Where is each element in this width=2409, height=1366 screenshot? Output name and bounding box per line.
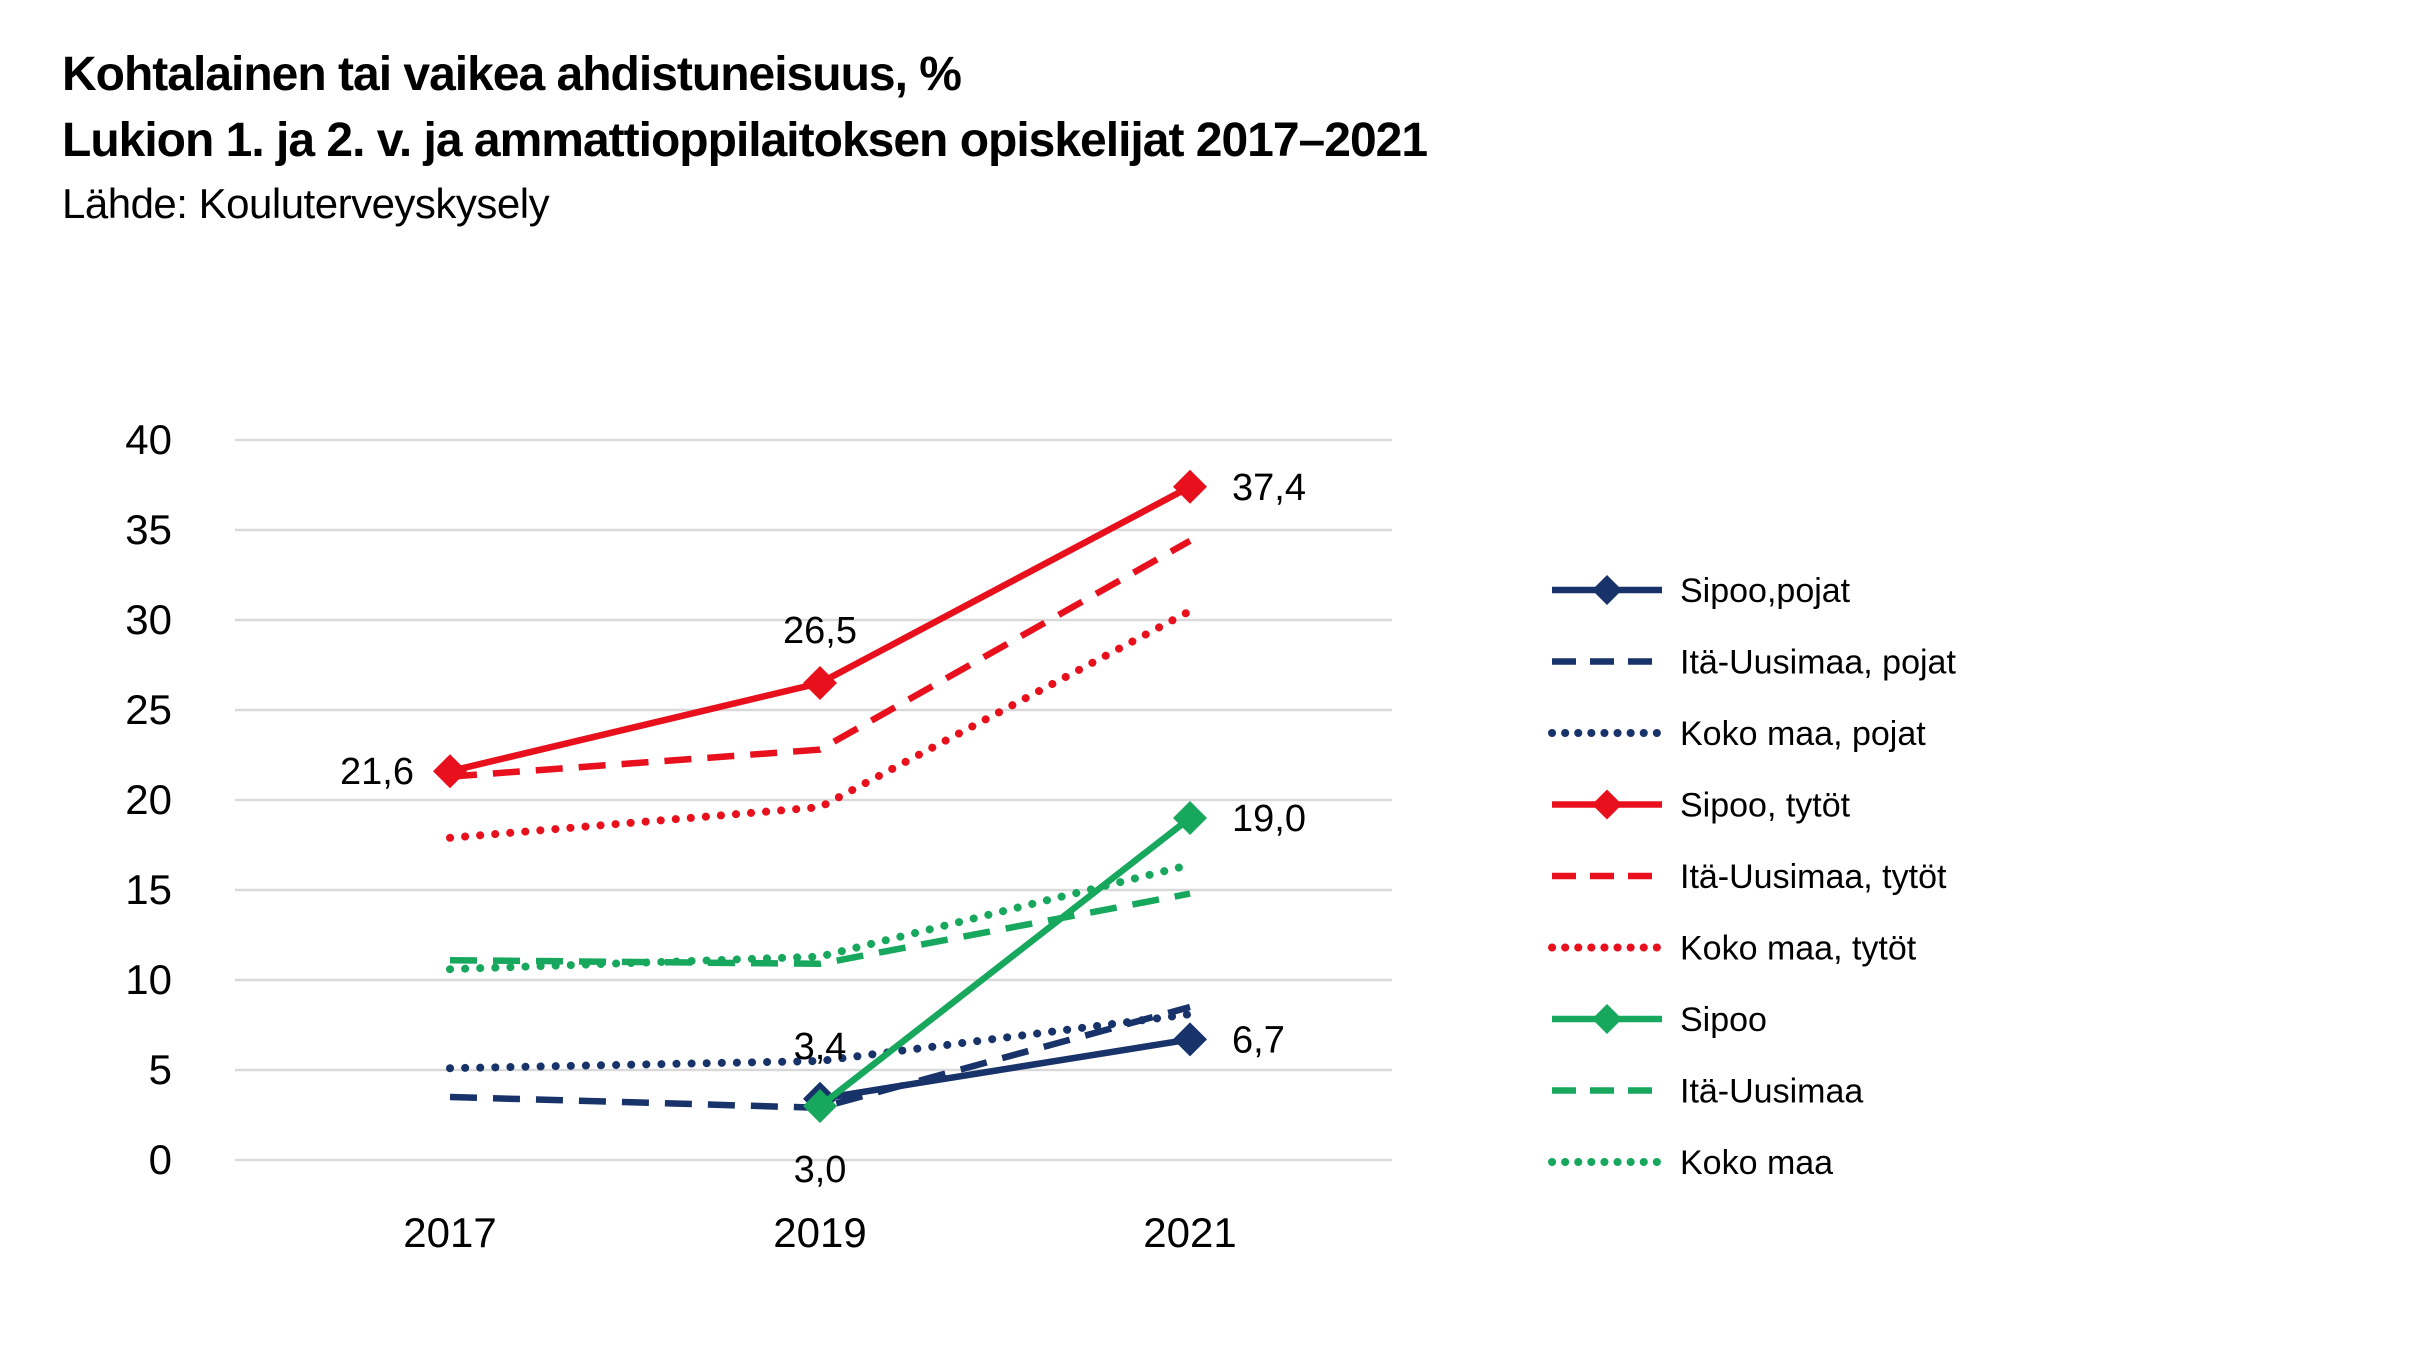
series-sipoo-tytöt [433,469,1207,789]
gridlines [235,438,1392,1162]
y-tick-label: 25 [125,686,172,733]
legend-label: Koko maa, tytöt [1680,930,1917,968]
data-label: 26,5 [783,610,857,652]
series-koko-maa-pojat [446,1010,1194,1073]
legend-label: Itä-Uusimaa, tytöt [1680,858,1947,896]
legend-item: Itä-Uusimaa, tytöt [1552,858,1947,896]
legend-label: Sipoo, tytöt [1680,787,1851,825]
series-line [818,815,1192,1109]
diamond-marker [803,666,837,700]
legend-diamond-marker [1592,1004,1622,1034]
data-label: 3,4 [794,1026,847,1068]
legend-diamond-marker [1592,789,1622,820]
legend-label: Sipoo,pojat [1680,572,1851,610]
y-tick-label: 35 [125,506,172,553]
legend-item: Koko maa, tytöt [1548,930,1917,968]
data-label: 6,7 [1232,1019,1285,1061]
data-label: 3,0 [794,1149,847,1191]
title-block: Kohtalainen tai vaikea ahdistuneisuus, %… [62,42,1428,234]
legend-item: Koko maa, pojat [1548,715,1926,753]
data-label: 37,4 [1232,467,1306,509]
diamond-marker [1173,469,1207,504]
series-koko-maa-tytöt [446,607,1194,842]
diamond-marker [433,754,467,789]
x-tick-label: 2019 [773,1209,866,1256]
y-tick-label: 20 [125,776,172,823]
series-itä-uusimaa-tytöt [449,537,1192,780]
legend-diamond-marker [1592,575,1622,605]
series-line [446,607,1194,842]
legend-item: Sipoo, tytöt [1552,787,1851,825]
y-tick-label: 40 [125,416,172,463]
series-line [446,1010,1194,1073]
data-label: 19,0 [1232,798,1306,840]
series-line [449,890,1191,968]
data-label: 21,6 [340,751,414,793]
y-axis-ticks: 0 5 10 15 20 25 30 35 40 [125,416,172,1183]
x-axis-ticks: 2017 2019 2021 [403,1209,1236,1256]
legend-label: Sipoo [1680,1001,1767,1039]
legend-label: Koko maa, pojat [1680,715,1926,753]
legend-item: Itä-Uusimaa, pojat [1552,644,1956,682]
series-line [449,537,1192,780]
diamond-marker [1173,1022,1207,1057]
chart-subtitle: Lukion 1. ja 2. v. ja ammattioppilaitoks… [62,114,1428,167]
diamond-marker [1173,801,1207,835]
diamond-marker [803,1089,837,1123]
legend-label: Itä-Uusimaa, pojat [1680,644,1956,682]
legend-label: Itä-Uusimaa [1680,1073,1863,1111]
legend: Sipoo,pojat Itä-Uusimaa, pojat Koko maa, p… [1548,572,1956,1182]
y-tick-label: 5 [149,1046,172,1093]
y-tick-label: 15 [125,866,172,913]
legend-item: Itä-Uusimaa [1552,1073,1863,1111]
series-koko-maa [446,860,1194,974]
legend-label: Koko maa [1680,1144,1833,1182]
y-tick-label: 0 [149,1136,172,1183]
series-itä-uusimaa [449,890,1191,968]
x-tick-label: 2021 [1143,1209,1236,1256]
series-sipoo [803,801,1207,1123]
y-tick-label: 10 [125,956,172,1003]
y-tick-label: 30 [125,596,172,643]
series-line [446,860,1194,974]
legend-item: Koko maa [1548,1144,1833,1182]
legend-item: Sipoo [1552,1001,1767,1039]
legend-item: Sipoo,pojat [1552,572,1851,610]
data-labels: 3,4 6,7 21,6 26,5 37,4 3,0 19,0 [340,467,1306,1191]
chart-source: Lähde: Kouluterveyskysely [62,180,550,227]
chart-title: Kohtalainen tai vaikea ahdistuneisuus, % [62,48,962,101]
x-tick-label: 2017 [403,1209,496,1256]
series-group [433,469,1207,1123]
